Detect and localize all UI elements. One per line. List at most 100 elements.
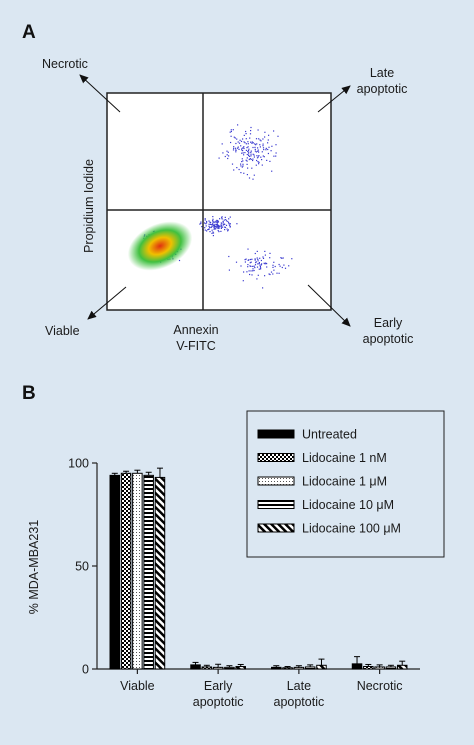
scatter-dot — [241, 161, 243, 163]
scatter-dot — [213, 222, 215, 224]
scatter-dot — [256, 266, 259, 268]
scatter-dot — [222, 224, 224, 226]
scatter-dot — [246, 157, 248, 159]
label-necrotic: Necrotic — [42, 57, 88, 71]
scatter-dot — [262, 138, 264, 140]
scatter-dot — [245, 143, 247, 145]
scatter-dot — [229, 226, 231, 228]
scatter-dot — [262, 147, 265, 149]
scatter-dot — [264, 263, 266, 265]
scatter-dot — [247, 143, 249, 145]
scatter-dot — [269, 160, 271, 162]
scatter-dot — [244, 152, 246, 154]
scatter-dot — [226, 228, 228, 230]
scatter-dot — [211, 232, 213, 234]
bar — [363, 666, 374, 670]
scatter-dot — [275, 155, 277, 157]
flow-plot-frame — [106, 92, 332, 311]
scatter-dot — [208, 223, 210, 225]
y-tick-label: 50 — [75, 560, 89, 574]
scatter-dot — [264, 131, 266, 133]
scatter-dot — [209, 223, 211, 225]
scatter-dot — [248, 259, 250, 261]
scatter-dot — [227, 229, 229, 231]
y-tick-label: 0 — [82, 663, 89, 677]
scatter-dot — [246, 147, 248, 149]
scatter-dot — [242, 152, 244, 154]
scatter-dot — [241, 149, 243, 151]
scatter-dot — [240, 140, 243, 142]
scatter-dot — [268, 134, 270, 136]
scatter-dot — [217, 229, 219, 232]
scatter-dot — [267, 142, 269, 144]
scatter-dot — [207, 229, 209, 231]
scatter-dot — [217, 220, 219, 222]
scatter-dot — [238, 168, 240, 171]
scatter-dot — [252, 270, 254, 272]
scatter-dot — [220, 225, 222, 227]
scatter-dot — [248, 153, 250, 155]
scatter-dot — [229, 216, 231, 218]
scatter-dot — [269, 273, 271, 276]
scatter-dot — [228, 269, 230, 271]
scatter-dot — [256, 257, 258, 259]
scatter-dot — [238, 142, 241, 144]
scatter-dot — [243, 134, 245, 136]
scatter-dot — [266, 266, 268, 268]
scatter-dot — [250, 265, 252, 267]
scatter-dot — [262, 287, 264, 289]
scatter-dot — [259, 266, 261, 268]
legend-swatch — [257, 453, 295, 462]
scatter-dot — [251, 141, 253, 143]
scatter-dot — [235, 151, 237, 153]
scatter-dot — [248, 270, 250, 272]
scatter-dot — [213, 226, 215, 228]
scatter-dot — [212, 218, 214, 220]
scatter-dot — [221, 222, 223, 224]
scatter-dot — [269, 257, 271, 259]
scatter-dot — [240, 163, 242, 165]
scatter-dot — [246, 271, 248, 273]
scatter-dot — [215, 228, 217, 230]
scatter-dot — [260, 259, 262, 262]
scatter-dot — [275, 152, 277, 154]
scatter-dot — [261, 263, 263, 265]
scatter-dot — [257, 274, 259, 276]
bar — [212, 666, 224, 670]
scatter-dot — [278, 263, 280, 266]
scatter-dot — [227, 230, 229, 232]
bar — [190, 664, 201, 670]
scatter-dot — [266, 159, 268, 161]
scatter-dot — [259, 146, 261, 148]
panel-label-a: A — [22, 22, 36, 43]
scatter-dot — [247, 141, 249, 143]
scatter-dot — [215, 223, 217, 225]
scatter-dot — [212, 221, 214, 223]
scatter-dot — [265, 147, 267, 149]
scatter-dot — [257, 129, 259, 131]
scatter-dot — [248, 148, 250, 150]
scatter-dot — [209, 226, 211, 228]
scatter-dot — [256, 250, 258, 252]
scatter-dot — [211, 225, 213, 227]
scatter-dot — [228, 255, 230, 258]
scatter-dot — [272, 264, 274, 266]
scatter-dot — [220, 227, 223, 229]
scatter-dot — [259, 144, 261, 146]
scatter-dot — [253, 265, 255, 267]
scatter-dot — [264, 275, 266, 277]
scatter-dot — [256, 278, 258, 280]
scatter-dot — [243, 146, 245, 148]
scatter-dot — [243, 147, 245, 150]
scatter-dot — [200, 221, 202, 223]
scatter-dot — [223, 219, 225, 221]
scatter-dot — [251, 142, 253, 144]
scatter-dot — [212, 232, 215, 234]
bar — [304, 666, 316, 670]
panel-label-b: B — [22, 383, 36, 404]
flow-plot — [106, 92, 332, 311]
scatter-dot — [273, 261, 275, 263]
scatter-dot — [213, 224, 215, 226]
scatter-dot — [246, 163, 248, 165]
